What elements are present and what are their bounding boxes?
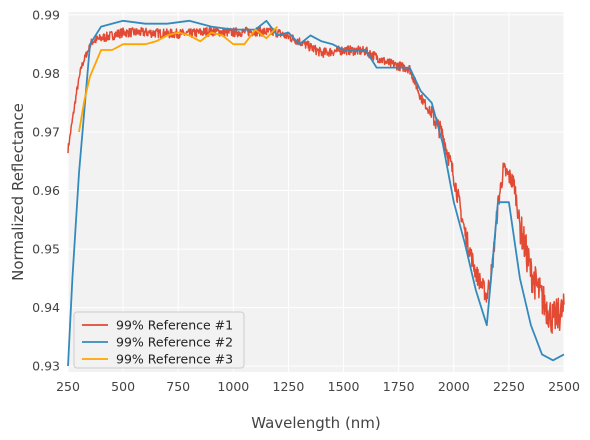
- x-tick-label: 750: [166, 379, 190, 394]
- x-tick-label: 1500: [328, 379, 360, 394]
- series-line-2: [67, 19, 565, 367]
- series-lines: [67, 19, 565, 367]
- y-axis-label: Normalized Reflectance: [9, 103, 27, 281]
- x-tick-label: 2250: [493, 379, 525, 394]
- x-tick-label: 2000: [438, 379, 470, 394]
- legend-entry-3: 99% Reference #3: [116, 352, 233, 367]
- y-tick-labels: 0.93 0.94 0.95 0.96 0.97 0.98 0.99: [32, 7, 60, 373]
- x-tick-label: 250: [56, 379, 80, 394]
- legend-entry-1: 99% Reference #1: [116, 318, 233, 333]
- y-tick-label: 0.94: [32, 300, 60, 315]
- y-tick-label: 0.95: [32, 242, 60, 257]
- y-tick-label: 0.98: [32, 66, 60, 81]
- x-tick-label: 1250: [273, 379, 305, 394]
- x-tick-label: 1000: [217, 379, 249, 394]
- x-axis-label: Wavelength (nm): [251, 414, 381, 432]
- y-tick-label: 0.96: [32, 183, 60, 198]
- legend-box: [73, 311, 245, 369]
- x-tick-labels: 250 500 750 1000 1250 1500 1750 2000 2250 2500: [56, 379, 580, 394]
- series-line-1: [67, 26, 565, 334]
- series-line-3: [78, 25, 279, 133]
- y-tick-label: 0.93: [32, 359, 60, 374]
- y-tick-label: 0.97: [32, 125, 60, 140]
- y-tick-label: 0.99: [32, 7, 60, 22]
- legend-entry-2: 99% Reference #2: [116, 335, 233, 350]
- grid-lines: [67, 12, 565, 372]
- x-tick-label: 1750: [383, 379, 415, 394]
- legend: 99% Reference #1 99% Reference #2 99% Refe…: [73, 311, 245, 369]
- x-tick-label: 500: [111, 379, 135, 394]
- x-tick-label: 2500: [548, 379, 580, 394]
